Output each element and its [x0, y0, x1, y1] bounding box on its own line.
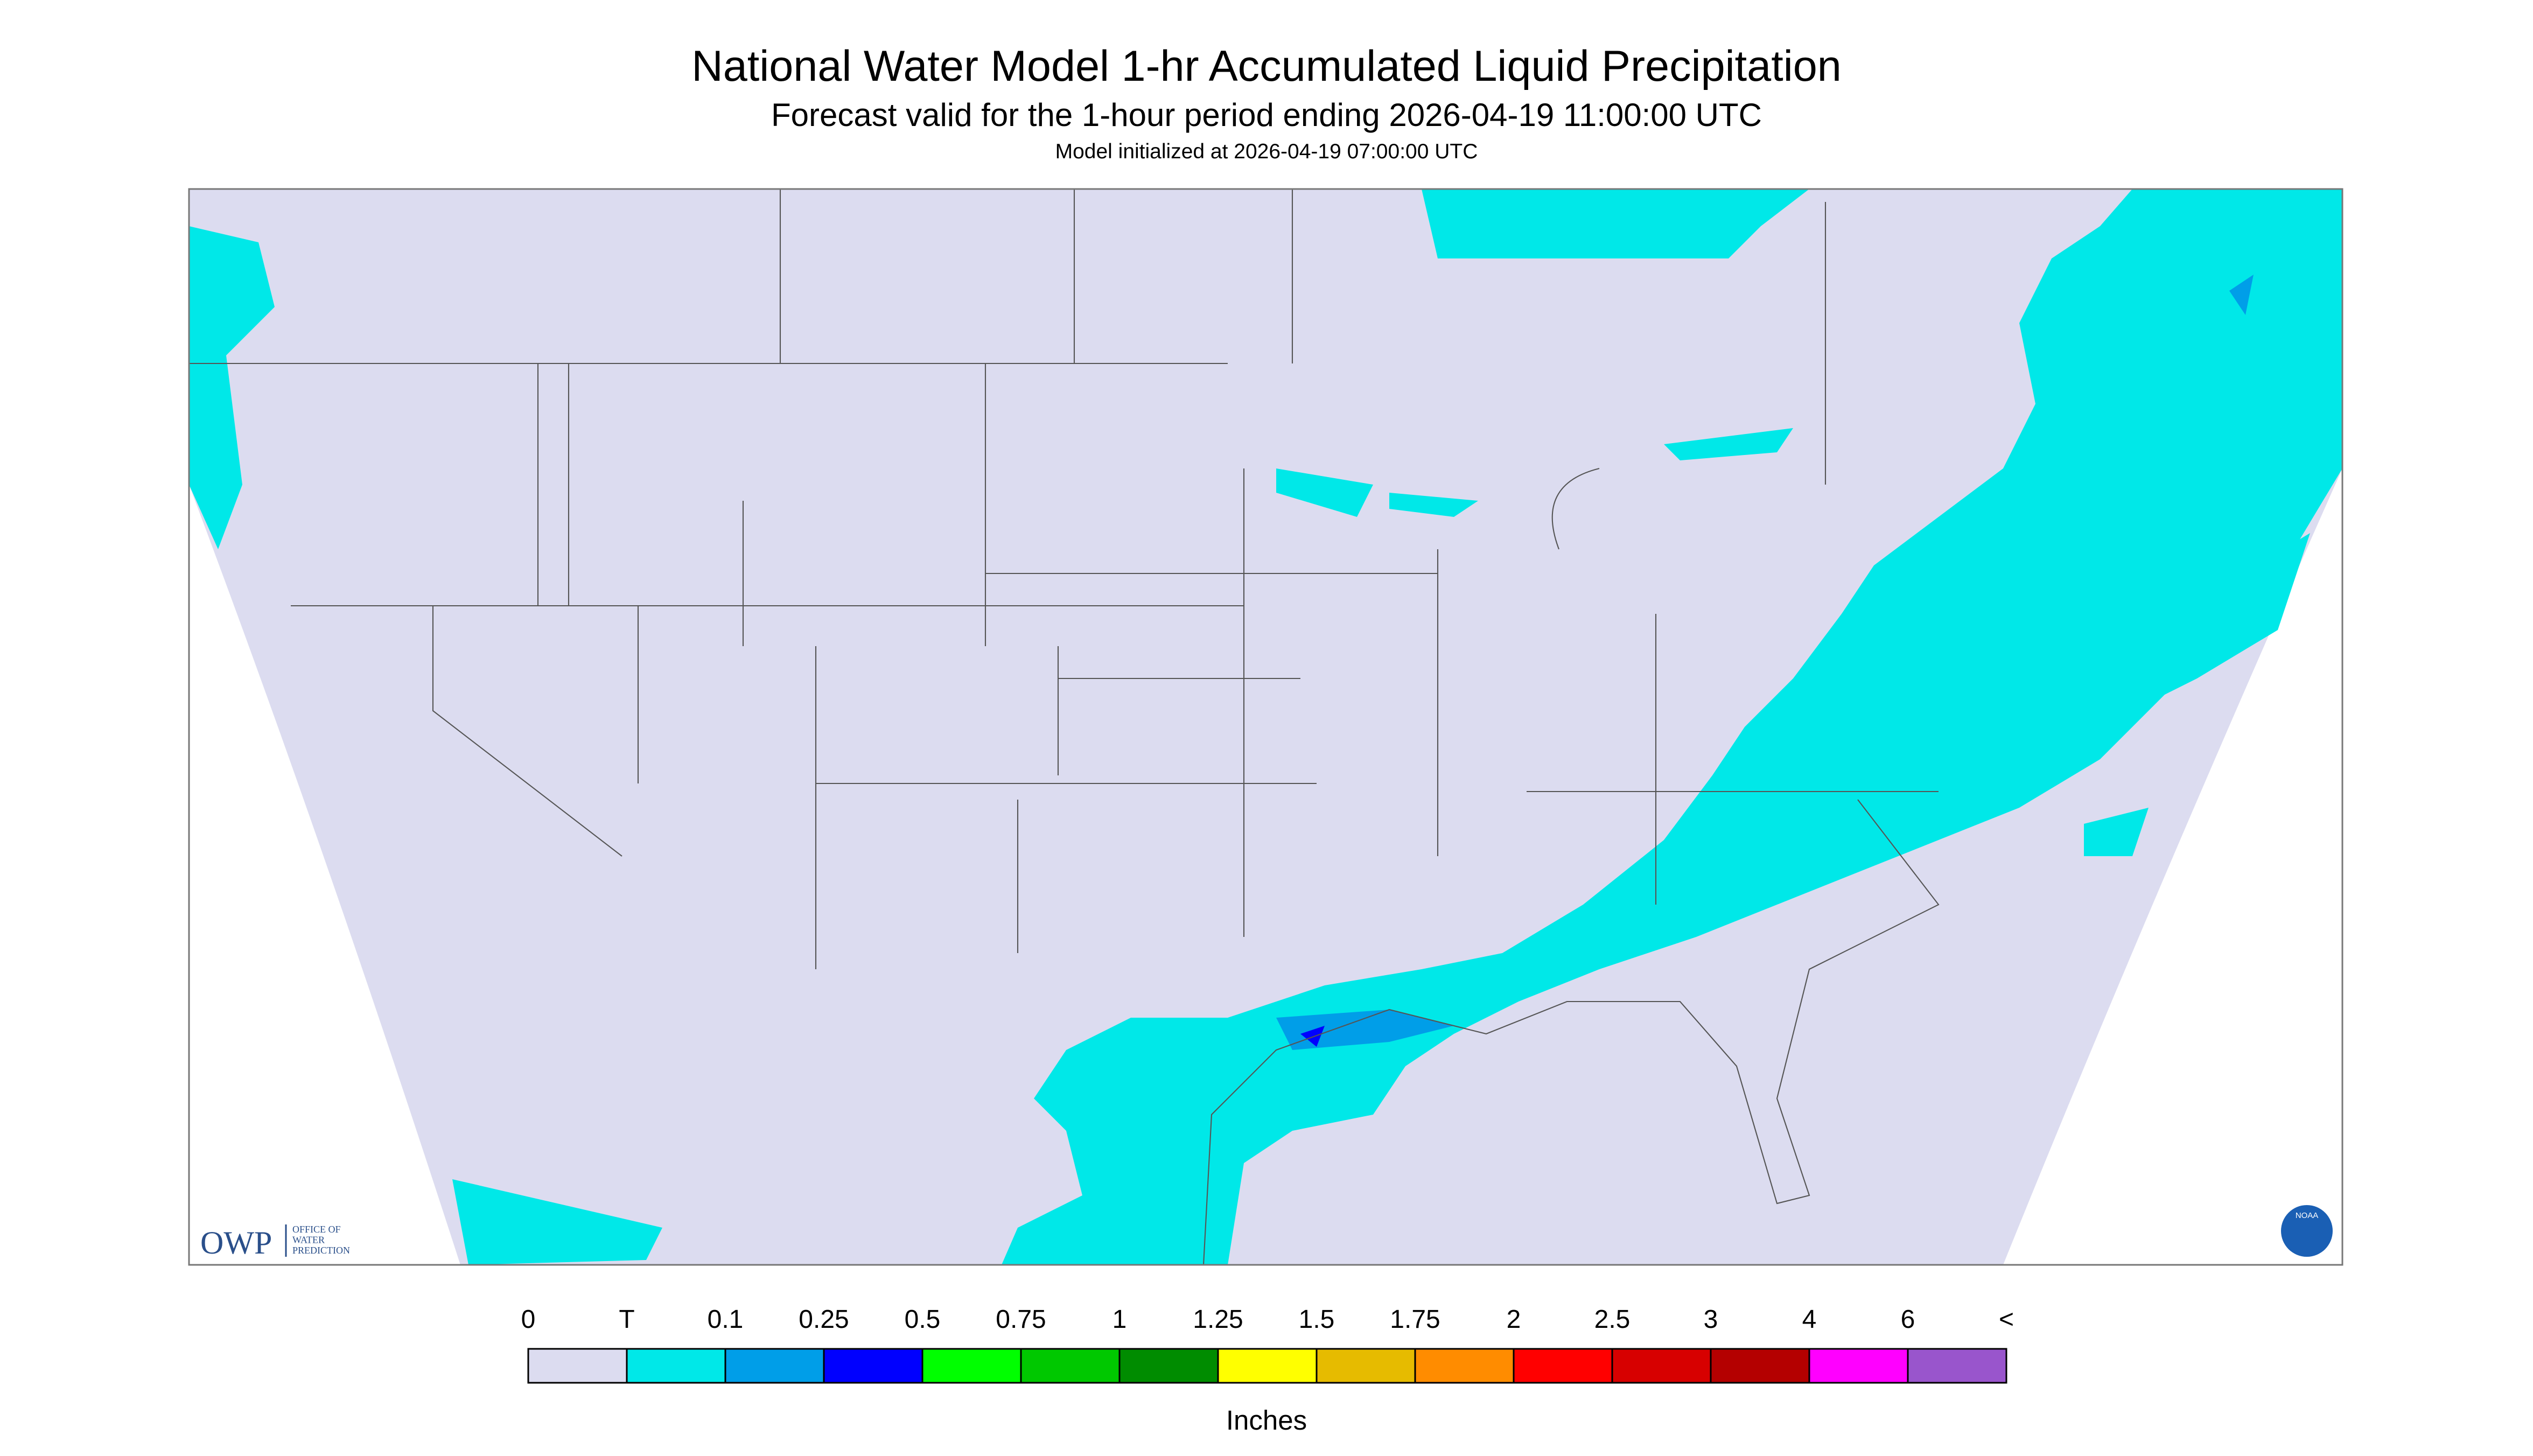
logo-short: OWP [200, 1225, 272, 1261]
subtitle: Forecast valid for the 1-hour period end… [771, 97, 1762, 133]
legend-swatch [1316, 1348, 1416, 1384]
legend-label: 0 [521, 1305, 536, 1334]
legend-label: 4 [1802, 1305, 1817, 1334]
legend-label: 2 [1507, 1305, 1521, 1334]
legend-swatch [921, 1348, 1022, 1384]
map-frame [188, 188, 2343, 1266]
legend-swatch [823, 1348, 923, 1384]
legend-label: 1.25 [1193, 1305, 1243, 1334]
projection-area [189, 189, 2342, 1265]
legend-label: 0.1 [708, 1305, 744, 1334]
noaa-text: NOAA [2296, 1211, 2319, 1220]
legend-label: 6 [1901, 1305, 1915, 1334]
legend-unit: Inches [1226, 1405, 1307, 1436]
legend-label: 1 [1112, 1305, 1127, 1334]
legend-swatch [1710, 1348, 1810, 1384]
legend-swatch [1414, 1348, 1515, 1384]
legend-label: 0.25 [799, 1305, 849, 1334]
legend-label: 2.5 [1594, 1305, 1631, 1334]
boundaries [189, 189, 1940, 1265]
init-note: Model initialized at 2026-04-19 07:00:00… [1055, 140, 1478, 163]
legend-label: 1.75 [1390, 1305, 1440, 1334]
precip-areas [189, 189, 2342, 1265]
legend-swatch [724, 1348, 825, 1384]
legend-label: 0.75 [996, 1305, 1046, 1334]
logo-line: PREDICTION [292, 1245, 350, 1256]
precip-areas-heaviest [1300, 1026, 1325, 1047]
legend: 0 T 0.1 0.25 0.5 0.75 1 1.25 1.5 1.75 2 2.5 3 4 6 < [521, 1305, 2014, 1384]
legend-swatch [527, 1348, 628, 1384]
legend-swatch [1513, 1348, 1613, 1384]
legend-label: T [619, 1305, 634, 1334]
legend-swatch [626, 1348, 726, 1384]
legend-swatch [1020, 1348, 1121, 1384]
noaa-logo [2281, 1205, 2333, 1257]
legend-swatch [1118, 1348, 1219, 1384]
title: National Water Model 1-hr Accumulated Li… [691, 42, 1842, 90]
legend-swatch [1217, 1348, 1318, 1384]
logo-line: WATER [292, 1235, 325, 1245]
legend-label: 0.5 [905, 1305, 941, 1334]
legend-label: 3 [1704, 1305, 1718, 1334]
logo-line: OFFICE OF [292, 1224, 341, 1235]
legend-swatch [1907, 1348, 2007, 1384]
legend-swatch [1808, 1348, 1909, 1384]
legend-label: 1.5 [1299, 1305, 1335, 1334]
legend-label: < [1999, 1305, 2014, 1334]
legend-swatch [1611, 1348, 1712, 1384]
